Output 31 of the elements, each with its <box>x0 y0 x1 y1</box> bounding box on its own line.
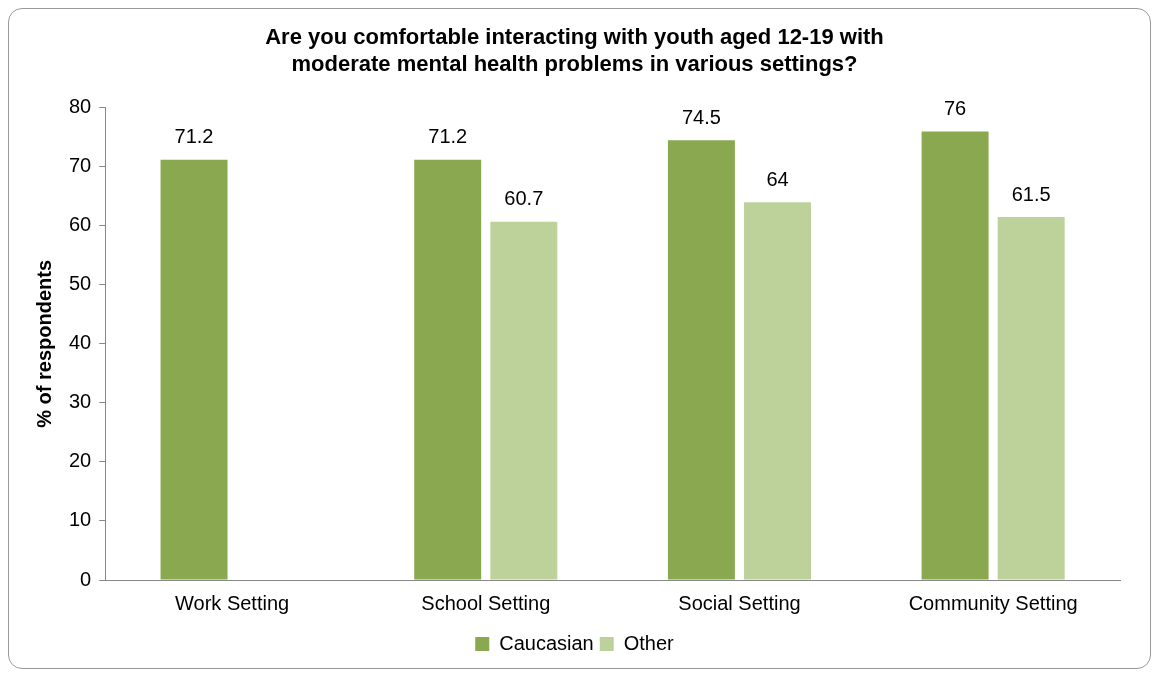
legend-label: Caucasian <box>499 631 594 654</box>
x-tick-label: Work Setting <box>175 591 290 614</box>
bar <box>414 159 482 580</box>
y-tick-label: 80 <box>69 95 92 118</box>
data-label: 76 <box>943 96 967 119</box>
data-label: 71.2 <box>428 125 468 148</box>
bar <box>997 217 1065 580</box>
y-tick-label: 40 <box>69 331 92 354</box>
data-label: 60.7 <box>504 187 544 210</box>
legend-label: Other <box>623 631 675 654</box>
data-label: 61.5 <box>1011 182 1051 205</box>
bar <box>490 221 558 580</box>
bar <box>160 159 228 580</box>
data-label: 64 <box>766 167 789 190</box>
bar <box>921 131 989 580</box>
y-tick-label: 10 <box>69 508 92 531</box>
y-tick-label: 50 <box>69 272 92 295</box>
bar <box>744 202 812 580</box>
x-tick-label: School Setting <box>421 591 551 614</box>
y-tick-label: 70 <box>69 154 92 177</box>
y-tick-label: 20 <box>69 449 92 472</box>
bar <box>667 140 735 580</box>
data-label: 74.5 <box>681 105 721 128</box>
data-label: 71.2 <box>174 125 214 148</box>
y-tick-label: 30 <box>69 390 92 413</box>
y-tick-label: 60 <box>69 213 92 236</box>
x-tick-label: Social Setting <box>678 591 801 614</box>
chart-title: Are you comfortable interacting with youth aged 12-19 with moderate mental health problems in various settings? <box>265 24 884 76</box>
y-tick-label: 0 <box>80 567 92 590</box>
x-tick-label: Community Setting <box>908 591 1078 614</box>
y-axis-title: % of respondents <box>32 260 55 428</box>
